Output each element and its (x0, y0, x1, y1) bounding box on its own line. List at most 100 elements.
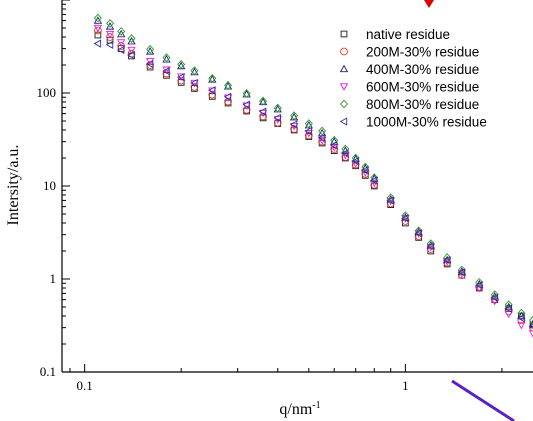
data-point (290, 111, 299, 121)
data-point (190, 83, 199, 91)
data-point (223, 92, 232, 101)
data-point (224, 97, 232, 106)
data-point (177, 76, 186, 85)
data-point (386, 196, 394, 205)
data-point (517, 313, 525, 323)
data-point (127, 46, 136, 55)
data-point (289, 122, 299, 131)
legend-label: 800M-30% residue (366, 97, 479, 112)
data-point (318, 137, 326, 146)
data-point (127, 36, 136, 45)
data-point (207, 86, 216, 95)
y-axis-title: Intersity/a.u. (5, 145, 22, 226)
data-point (414, 229, 422, 238)
data-point (401, 211, 410, 221)
data-point (145, 59, 154, 69)
data-point (528, 330, 533, 338)
data-point (457, 268, 466, 277)
data-point (190, 79, 199, 88)
data-point (177, 73, 186, 81)
red-arrow-marker (424, 0, 434, 8)
data-point (490, 290, 499, 299)
purple-slope-line (451, 379, 515, 421)
data-point (117, 39, 126, 47)
data-point (490, 293, 498, 302)
data-point (426, 239, 435, 249)
data-point (442, 255, 451, 265)
data-point (528, 315, 533, 325)
data-point (426, 245, 435, 253)
data-point (370, 173, 379, 183)
data-point (329, 140, 338, 150)
y-tick-label: 10 (43, 178, 56, 193)
legend-marker (339, 99, 349, 109)
legend-marker (339, 83, 349, 91)
y-tick-label: 0.1 (40, 364, 56, 379)
data-point (106, 19, 115, 28)
data-point (106, 33, 114, 41)
legend-marker (340, 47, 348, 56)
data-point (127, 51, 135, 60)
data-point (351, 153, 360, 163)
data-point (224, 80, 233, 90)
annotation-layer (424, 0, 515, 421)
data-point (475, 277, 484, 287)
data-point (414, 230, 423, 238)
data-point (208, 90, 217, 99)
data-point (105, 30, 115, 39)
data-point (273, 118, 282, 127)
data-point (162, 69, 171, 78)
data-point (146, 44, 155, 54)
data-point (273, 113, 281, 123)
data-point (369, 176, 378, 185)
data-point (351, 156, 359, 166)
data-point (360, 166, 369, 175)
legend-label: 200M-30% residue (366, 45, 479, 60)
data-point (94, 26, 102, 35)
data-point (105, 40, 114, 49)
data-point (177, 59, 186, 69)
legend-label: 400M-30% residue (366, 62, 479, 77)
data-point (443, 253, 452, 262)
data-point (426, 242, 434, 251)
data-point (517, 308, 526, 318)
data-point (162, 53, 171, 63)
data-point (341, 144, 350, 154)
data-point (474, 280, 483, 290)
data-point (190, 78, 198, 88)
legend-label: native residue (366, 27, 450, 42)
data-point (341, 149, 349, 158)
data-point (273, 116, 282, 124)
data-point (93, 24, 103, 33)
x-tick-label: 0.1 (77, 378, 93, 393)
data-point (304, 131, 313, 140)
data-point (190, 66, 199, 76)
data-point (517, 321, 526, 330)
data-point (504, 300, 513, 310)
data-point (176, 73, 185, 82)
data-point (289, 120, 298, 129)
legend-marker (339, 117, 348, 126)
data-point (504, 304, 512, 313)
data-point (457, 271, 466, 280)
legend-label: 1000M-30% residue (366, 115, 487, 130)
data-point (290, 125, 298, 133)
legend: native residue 200M-30% residue 400M-30% r… (339, 27, 487, 130)
data-point (304, 119, 313, 128)
data-point (504, 310, 513, 319)
data-point (105, 22, 115, 30)
y-tick-label: 100 (37, 85, 57, 100)
legend-label: 600M-30% residue (366, 80, 479, 95)
data-point (330, 145, 339, 153)
data-point (242, 100, 250, 109)
data-point (401, 214, 409, 223)
data-point (304, 126, 312, 136)
data-point (242, 88, 251, 98)
data-point (386, 193, 395, 203)
y-tick-label: 1 (50, 271, 57, 286)
data-point (127, 34, 136, 43)
data-point (117, 42, 126, 50)
data-point (414, 226, 423, 236)
legend-marker (340, 30, 348, 38)
